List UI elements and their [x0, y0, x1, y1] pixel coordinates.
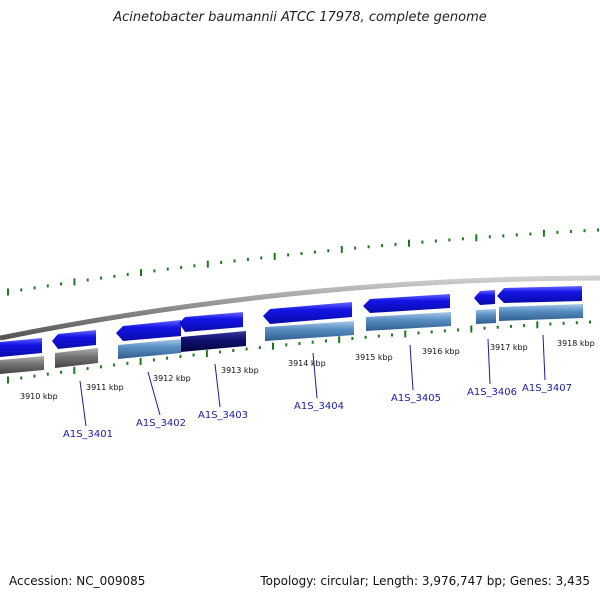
gene-label-3401: A1S_3401 [63, 429, 113, 440]
gene-block-3401 [55, 348, 98, 368]
gene-label-3405: A1S_3405 [391, 393, 441, 404]
leader-line-3402 [147, 371, 161, 416]
gene-label-3407: A1S_3407 [522, 383, 572, 394]
outer-tick-track [7, 228, 599, 296]
kbp-label: 3918 kbp [557, 339, 595, 348]
kbp-label: 3915 kbp [355, 353, 393, 362]
gene-label-3406: A1S_3406 [467, 387, 517, 398]
gene-track [0, 286, 583, 374]
gene-arrow-partial [0, 338, 42, 357]
gene-arrow-3401 [52, 330, 96, 349]
kbp-label: 3912 kbp [153, 374, 191, 383]
leader-line-3401 [79, 380, 87, 427]
gene-arrow-3403 [179, 312, 243, 332]
gene-arrow-3404 [263, 302, 352, 324]
kbp-label: 3916 kbp [422, 347, 460, 356]
gene-block-3404 [265, 321, 354, 341]
gene-leader-lines [79, 334, 546, 427]
accession-label: Accession: NC_009085 [9, 574, 146, 588]
topology-label: Topology: circular; Length: 3,976,747 bp… [260, 574, 590, 588]
gene-block-3407 [499, 304, 583, 321]
gene-block-3403 [181, 331, 246, 352]
gene-label-3402: A1S_3402 [136, 418, 186, 429]
gene-block-3406 [476, 309, 496, 324]
gene-arrow-3407 [497, 286, 582, 303]
leader-line-3406 [487, 338, 491, 385]
map-title: Acinetobacter baumannii ATCC 17978, comp… [113, 10, 487, 25]
leader-line-3404 [312, 352, 318, 399]
gene-arrow-3402 [116, 320, 181, 341]
kbp-label: 3911 kbp [86, 383, 124, 392]
kbp-label: 3917 kbp [490, 343, 528, 352]
gene-block-partial [0, 356, 44, 374]
gene-arrow-3406 [474, 290, 495, 305]
kbp-label: 3910 kbp [20, 392, 58, 401]
gene-block-3402 [118, 339, 181, 359]
gene-label-3404: A1S_3404 [294, 401, 344, 412]
kbp-label: 3913 kbp [221, 366, 259, 375]
genome-backbone [0, 275, 600, 341]
leader-line-3407 [542, 334, 546, 381]
leader-line-3403 [214, 363, 221, 408]
leader-line-3405 [409, 344, 414, 391]
kbp-label: 3914 kbp [288, 359, 326, 368]
gene-label-3403: A1S_3403 [198, 410, 248, 421]
kbp-scale: 3910 kbp 3911 kbp 3912 kbp 3913 kbp 3914… [20, 339, 595, 401]
gene-labels: A1S_3401 A1S_3402 A1S_3403 A1S_3404 A1S_… [63, 383, 572, 440]
gene-arrow-3405 [363, 294, 450, 313]
gene-block-3405 [366, 312, 451, 331]
inner-tick-track [7, 320, 591, 384]
